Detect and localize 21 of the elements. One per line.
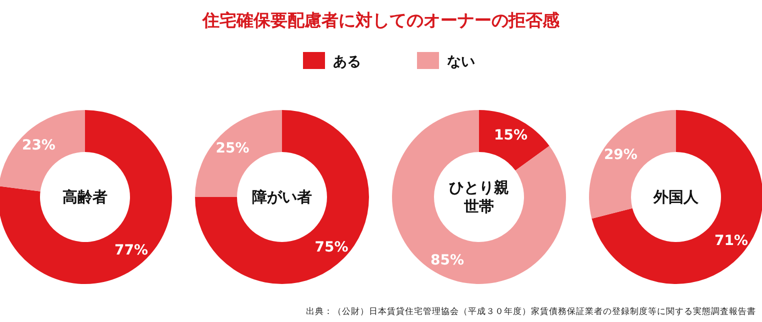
donut-slice	[0, 110, 172, 284]
text: 外国人	[652, 188, 700, 206]
donut-slice	[479, 110, 550, 171]
data-label: 85%	[430, 252, 464, 268]
donut-slice	[392, 110, 566, 284]
legend-label: ない	[447, 54, 475, 70]
data-label: 71%	[714, 232, 748, 249]
data-label: 77%	[114, 242, 148, 259]
source-note: 出典：（公財）日本賃貸住宅管理協会（平成３０年度）家賃債務保証業者の登録制度等に関する実態調査報告書	[306, 306, 756, 317]
text: ひとり親世帯	[449, 178, 509, 216]
data-label: 25%	[216, 140, 250, 157]
data-label: 15%	[494, 128, 528, 144]
text: 高齢者	[62, 188, 108, 206]
data-label: 23%	[22, 137, 56, 154]
data-label: 29%	[604, 147, 638, 164]
legend-label: ある	[333, 54, 361, 70]
text: 障がい者	[252, 188, 312, 206]
donut-slice	[592, 110, 762, 284]
data-label: 75%	[314, 239, 348, 256]
donut-slice	[195, 110, 369, 284]
text: 住宅確保要配慮者に対してのオーナーの拒否感	[202, 11, 560, 31]
